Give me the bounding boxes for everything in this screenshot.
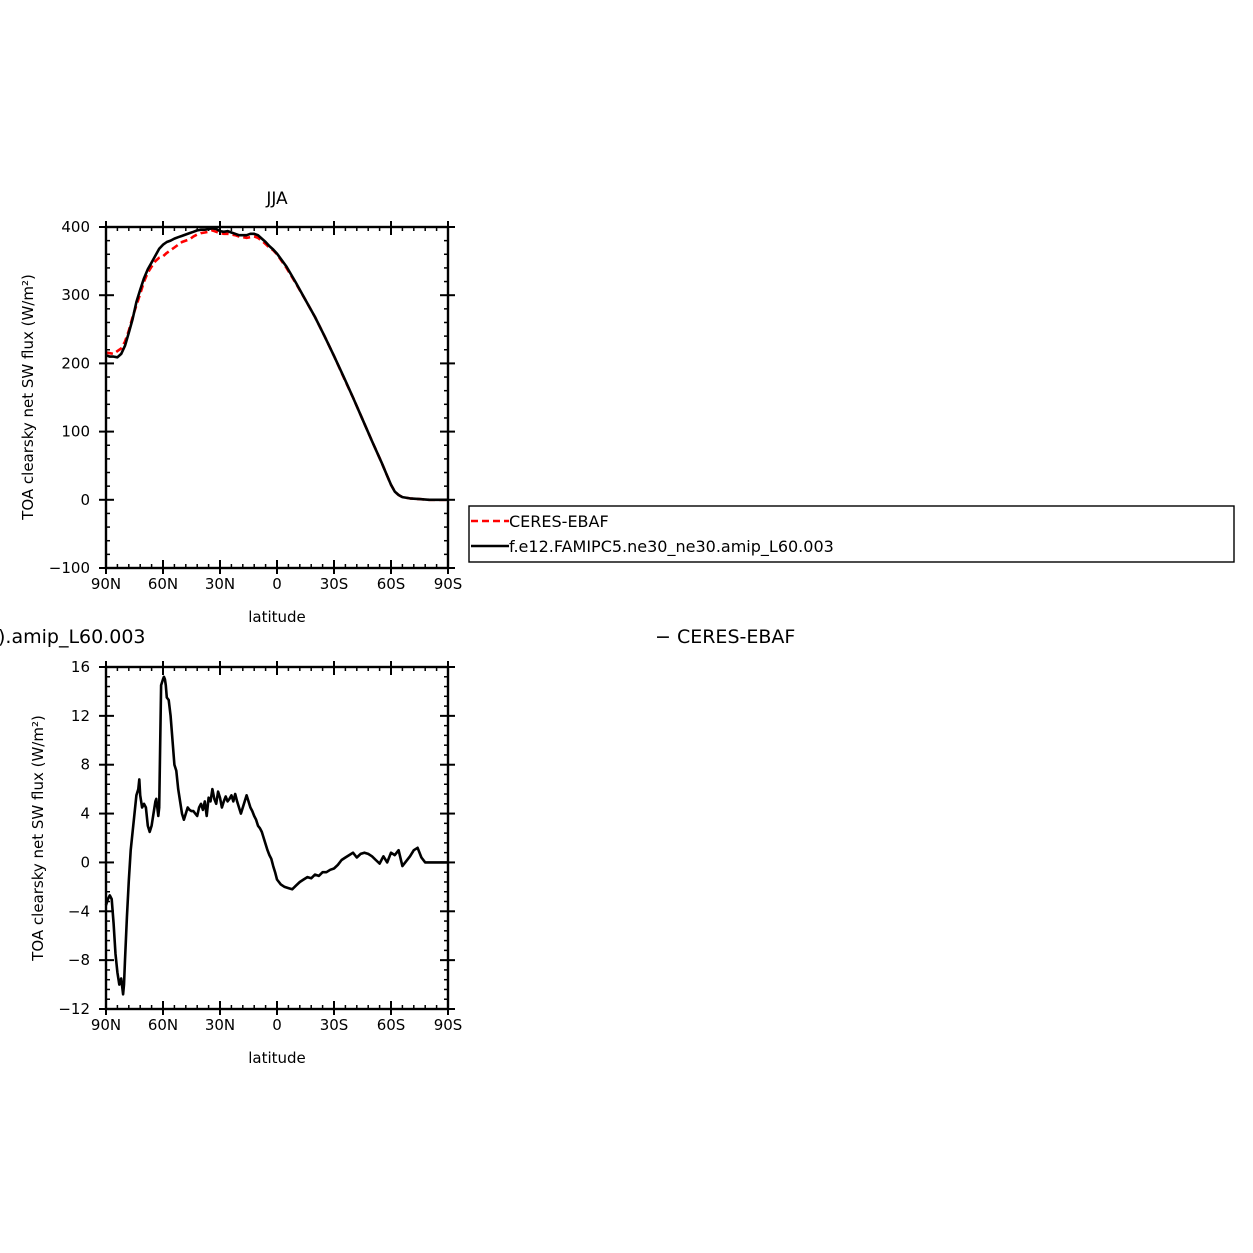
top-panel-series <box>105 227 448 502</box>
legend: CERES-EBAF f.e12.FAMIPC5.ne30_ne30.amip_… <box>468 505 1235 563</box>
top-y-tick-label: 300 <box>61 286 90 304</box>
legend-box <box>468 505 1235 563</box>
bottom-series-line-0 <box>104 675 448 996</box>
bottom-y-tick-label: −8 <box>68 951 90 969</box>
bottom-y-tick-label: −12 <box>58 1000 90 1018</box>
top-panel-ticks: 90N 60N 30N 0 30S 60S 90S 400 300 200 100 0 −100 <box>49 218 463 593</box>
bottom-panel: ).amip_L60.003 − CERES-EBAF TOA clearsky… <box>0 626 795 1067</box>
bottom-y-tick-label: 4 <box>80 805 90 823</box>
top-x-tick-label: 60S <box>377 575 406 593</box>
top-panel-title: JJA <box>265 189 288 209</box>
bottom-y-tick-label: 12 <box>71 707 90 725</box>
top-panel-y-axis-label: TOA clearsky net SW flux (W/m²) <box>19 274 37 521</box>
top-x-tick-label: 60N <box>148 575 178 593</box>
bottom-x-tick-label: 60N <box>148 1016 178 1034</box>
top-y-tick-label: 0 <box>80 491 90 509</box>
bottom-x-tick-label: 90N <box>91 1016 121 1034</box>
bottom-x-tick-label: 0 <box>272 1016 282 1034</box>
top-x-tick-label: 30N <box>205 575 235 593</box>
legend-label-ceres: CERES-EBAF <box>509 512 609 531</box>
top-y-tick-label: 100 <box>61 423 90 441</box>
bottom-panel-title-right: − CERES-EBAF <box>655 626 795 648</box>
top-y-tick-label: 400 <box>61 218 90 236</box>
bottom-y-tick-label: 8 <box>80 756 90 774</box>
bottom-panel-x-axis-label: latitude <box>248 1049 306 1067</box>
top-panel-x-axis-label: latitude <box>248 608 306 626</box>
bottom-panel-title-left: ).amip_L60.003 <box>0 626 146 648</box>
top-y-tick-label: 200 <box>61 354 90 372</box>
top-y-tick-label: −100 <box>49 559 90 577</box>
bottom-x-tick-label: 30N <box>205 1016 235 1034</box>
bottom-panel-y-axis-label: TOA clearsky net SW flux (W/m²) <box>29 715 47 962</box>
top-series-line-0 <box>105 229 448 502</box>
bottom-x-tick-label: 90S <box>434 1016 463 1034</box>
bottom-x-tick-label: 60S <box>377 1016 406 1034</box>
top-x-tick-label: 90S <box>434 575 463 593</box>
top-panel-frame <box>104 225 450 570</box>
legend-label-model: f.e12.FAMIPC5.ne30_ne30.amip_L60.003 <box>509 537 834 557</box>
top-x-tick-label: 90N <box>91 575 121 593</box>
bottom-panel-frame <box>104 665 450 1011</box>
bottom-y-tick-label: −4 <box>68 902 90 920</box>
top-panel: JJA TOA clearsky net SW flux (W/m²) lati… <box>19 189 462 626</box>
bottom-x-tick-label: 30S <box>320 1016 349 1034</box>
top-series-line-1 <box>105 227 448 502</box>
bottom-panel-series <box>104 675 448 996</box>
bottom-y-tick-label: 0 <box>80 853 90 871</box>
top-x-tick-label: 0 <box>272 575 282 593</box>
bottom-y-tick-label: 16 <box>71 658 90 676</box>
top-x-tick-label: 30S <box>320 575 349 593</box>
